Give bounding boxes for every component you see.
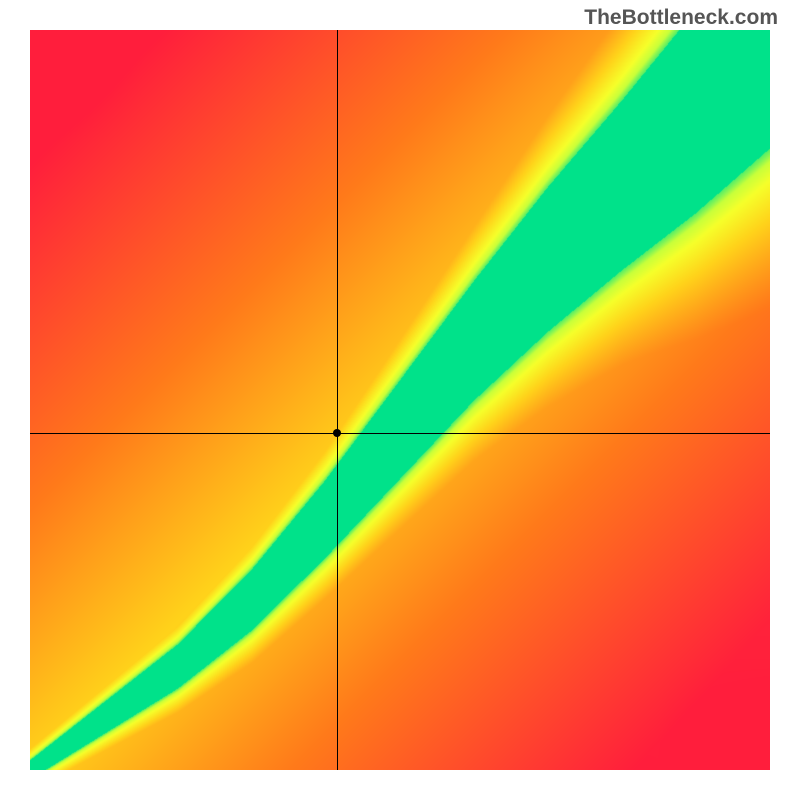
watermark-text: TheBottleneck.com: [584, 6, 778, 30]
crosshair-marker: [333, 429, 341, 437]
crosshair-horizontal: [30, 433, 770, 434]
heatmap-canvas: [30, 30, 770, 770]
plot-area: [30, 30, 770, 770]
crosshair-vertical: [337, 30, 338, 770]
chart-container: TheBottleneck.com: [0, 0, 800, 800]
